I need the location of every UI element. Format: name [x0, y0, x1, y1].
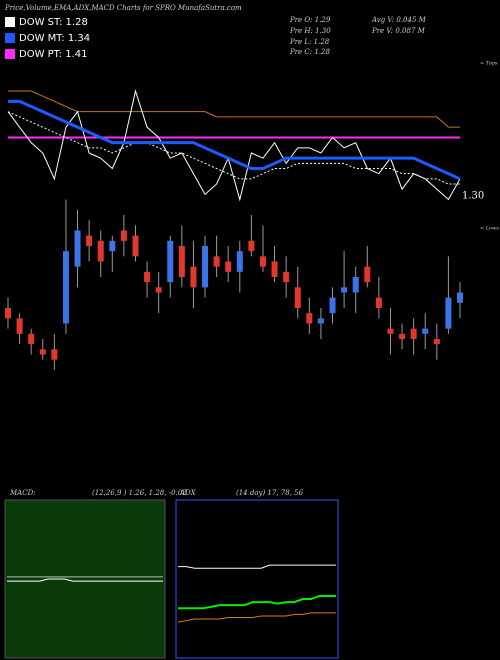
- candle-body: [178, 246, 185, 277]
- candle-body: [202, 246, 209, 288]
- candle-body: [155, 287, 162, 293]
- annotation: Pre C: 1.28: [289, 48, 330, 56]
- line: [8, 99, 461, 181]
- candle-body: [74, 230, 81, 267]
- candle-body: [259, 256, 266, 267]
- candle-body: [51, 349, 58, 360]
- candle-body: [62, 251, 69, 324]
- candle-body: [5, 308, 11, 319]
- candle-body: [341, 287, 348, 293]
- candle-body: [422, 328, 429, 334]
- candle-body: [329, 297, 336, 314]
- candle-body: [190, 266, 197, 288]
- annotation: Pre V: 0.087 M: [371, 27, 426, 35]
- annotation: Pre L: 1.28: [289, 38, 330, 46]
- candle-body: [28, 333, 35, 345]
- macd-title: MACD:: [9, 489, 36, 497]
- line: [7, 111, 460, 185]
- candle-body: [445, 297, 452, 329]
- macd-panel: [4, 499, 166, 659]
- line: [177, 612, 336, 623]
- candle-body: [16, 318, 23, 334]
- annotation: Pre H: 1.30: [289, 27, 331, 35]
- annotation: < Tops: [480, 61, 498, 67]
- legend-text: DOW MT: 1.34: [19, 33, 90, 44]
- candle-body: [433, 339, 440, 345]
- candle-body: [248, 240, 255, 252]
- annotation: 1.30: [462, 191, 484, 202]
- annotation: Avg V: 0.045 M: [371, 16, 427, 24]
- annotation: Pre O: 1.29: [289, 16, 331, 24]
- candle-body: [109, 240, 116, 252]
- candle-body: [120, 230, 127, 241]
- candle-body: [86, 235, 93, 246]
- candle-body: [399, 333, 406, 339]
- candle-body: [294, 287, 301, 308]
- candle-body: [39, 349, 46, 355]
- candle-body: [271, 261, 278, 277]
- legend-swatch: [5, 49, 15, 59]
- candle-body: [375, 297, 382, 308]
- chart-title: Price,Volume,EMA,ADX,MACD Charts for SPR…: [4, 4, 242, 12]
- candle-body: [132, 235, 139, 257]
- candle-body: [167, 240, 174, 283]
- line: [7, 578, 163, 582]
- candle-body: [236, 251, 243, 272]
- candle-body: [352, 277, 359, 293]
- legend-text: DOW PT: 1.41: [19, 49, 88, 60]
- line: [7, 89, 461, 202]
- candle-body: [225, 261, 232, 272]
- line: [8, 90, 460, 128]
- candle-body: [213, 256, 220, 267]
- candle-body: [144, 271, 151, 283]
- macd-subtitle: (12,26,9 ) 1.26, 1.28, -0.02: [92, 489, 187, 497]
- candle-body: [364, 266, 371, 283]
- candle-body: [410, 328, 417, 339]
- line: [178, 594, 336, 610]
- candle-body: [457, 292, 463, 303]
- line: [178, 564, 336, 569]
- legend-swatch: [5, 33, 15, 43]
- annotation: < Lows: [480, 226, 499, 232]
- adx-panel: [175, 499, 339, 659]
- adx-subtitle: (14 day) 17, 78, 56: [236, 489, 304, 497]
- candle-body: [283, 271, 290, 283]
- candle-body: [387, 328, 394, 334]
- candle-body: [306, 313, 313, 324]
- candle-body: [317, 318, 324, 324]
- legend-text: DOW ST: 1.28: [19, 17, 88, 28]
- adx-title: ADX: [179, 489, 197, 497]
- candle-body: [97, 240, 104, 262]
- legend-swatch: [5, 17, 15, 27]
